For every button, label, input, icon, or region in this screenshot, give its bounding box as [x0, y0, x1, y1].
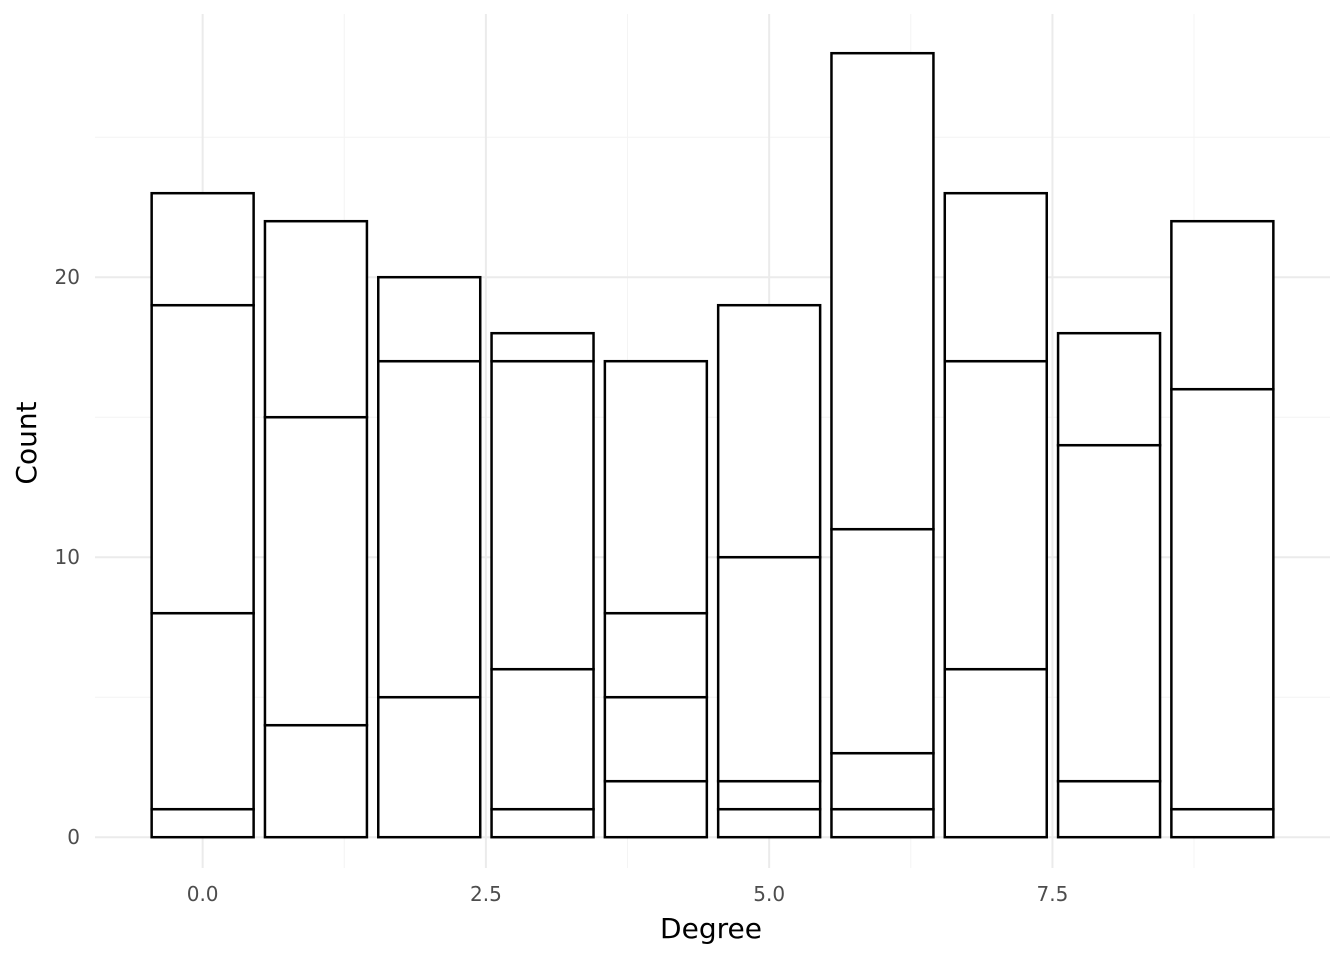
- bar-9-segment-2: [1170, 219, 1275, 391]
- bar-7-segment-2: [943, 191, 1048, 363]
- bar-5-segment-1: [716, 779, 822, 811]
- y-tick-label-0: 0: [67, 825, 80, 849]
- x-tick-label-3: 7.5: [1037, 882, 1069, 906]
- bar-3-segment-0: [490, 807, 595, 839]
- bar-6-segment-0: [830, 807, 935, 839]
- bar-3-segment-1: [490, 667, 595, 811]
- bar-9-segment-1: [1170, 387, 1275, 811]
- y-tick-label-1: 10: [55, 545, 80, 569]
- bar-9-segment-0: [1170, 807, 1275, 839]
- y-axis-title: Count: [10, 401, 43, 484]
- x-axis-title: Degree: [660, 912, 762, 945]
- bar-8-segment-1: [1056, 443, 1162, 783]
- bar-5-segment-2: [716, 555, 822, 783]
- bar-8-segment-0: [1056, 779, 1162, 839]
- bar-7-segment-1: [943, 359, 1048, 671]
- bar-6-segment-2: [830, 527, 935, 755]
- bar-5-segment-3: [716, 303, 822, 559]
- bar-7-segment-0: [943, 667, 1048, 839]
- bar-2-segment-2: [377, 275, 482, 363]
- bar-0-segment-2: [150, 303, 255, 615]
- bar-5-segment-0: [716, 807, 822, 839]
- y-tick-label-2: 20: [55, 265, 80, 289]
- bar-2-segment-0: [377, 695, 482, 839]
- bar-6-segment-3: [830, 51, 935, 531]
- bar-3-segment-2: [490, 359, 595, 671]
- x-tick-label-1: 2.5: [470, 882, 502, 906]
- bar-4-segment-1: [603, 695, 709, 783]
- bars: [150, 51, 1275, 839]
- bar-0-segment-0: [150, 807, 255, 839]
- bar-1-segment-1: [263, 415, 369, 727]
- bar-6-segment-1: [830, 751, 935, 811]
- bar-4-segment-3: [603, 359, 709, 615]
- bar-4-segment-0: [603, 779, 709, 839]
- bar-1-segment-2: [263, 219, 369, 419]
- x-tick-label-0: 0.0: [187, 882, 219, 906]
- x-tick-label-2: 5.0: [753, 882, 785, 906]
- bar-4-segment-2: [603, 611, 709, 699]
- bar-1-segment-0: [263, 723, 369, 839]
- bar-8-segment-2: [1056, 331, 1162, 447]
- tick-labels: 0.0 2.5 5.0 7.5 0 10 20: [55, 265, 1069, 906]
- bar-2-segment-1: [377, 359, 482, 699]
- bar-3-segment-3: [490, 331, 595, 363]
- bar-0-segment-1: [150, 611, 255, 811]
- bar-0-segment-3: [150, 191, 255, 307]
